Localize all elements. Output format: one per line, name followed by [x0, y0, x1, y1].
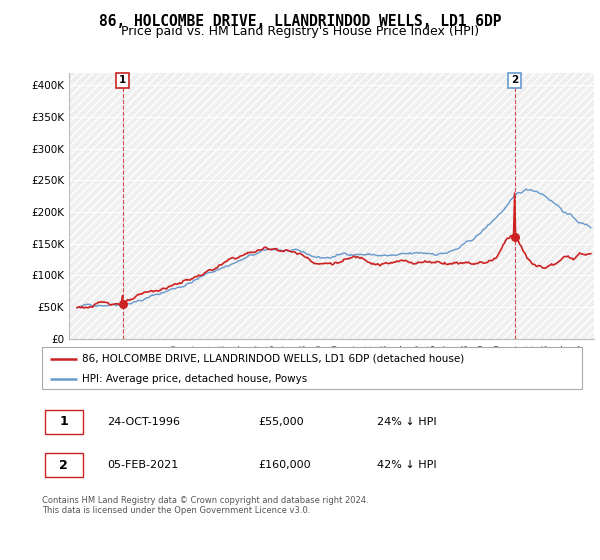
FancyBboxPatch shape: [45, 410, 83, 434]
Text: 86, HOLCOMBE DRIVE, LLANDRINDOD WELLS, LD1 6DP (detached house): 86, HOLCOMBE DRIVE, LLANDRINDOD WELLS, L…: [83, 354, 465, 364]
FancyBboxPatch shape: [45, 453, 83, 478]
Text: HPI: Average price, detached house, Powys: HPI: Average price, detached house, Powy…: [83, 374, 308, 384]
Text: £160,000: £160,000: [258, 460, 311, 470]
Text: 24% ↓ HPI: 24% ↓ HPI: [377, 417, 436, 427]
Text: 2: 2: [511, 76, 518, 85]
FancyBboxPatch shape: [42, 347, 582, 389]
Text: 42% ↓ HPI: 42% ↓ HPI: [377, 460, 436, 470]
Text: Price paid vs. HM Land Registry's House Price Index (HPI): Price paid vs. HM Land Registry's House …: [121, 25, 479, 38]
Text: 1: 1: [119, 76, 126, 85]
Text: Contains HM Land Registry data © Crown copyright and database right 2024.
This d: Contains HM Land Registry data © Crown c…: [42, 496, 368, 515]
Text: £55,000: £55,000: [258, 417, 304, 427]
Text: 86, HOLCOMBE DRIVE, LLANDRINDOD WELLS, LD1 6DP: 86, HOLCOMBE DRIVE, LLANDRINDOD WELLS, L…: [99, 14, 501, 29]
Text: 2: 2: [59, 459, 68, 472]
Text: 1: 1: [59, 416, 68, 428]
Text: 05-FEB-2021: 05-FEB-2021: [107, 460, 178, 470]
Text: 24-OCT-1996: 24-OCT-1996: [107, 417, 180, 427]
